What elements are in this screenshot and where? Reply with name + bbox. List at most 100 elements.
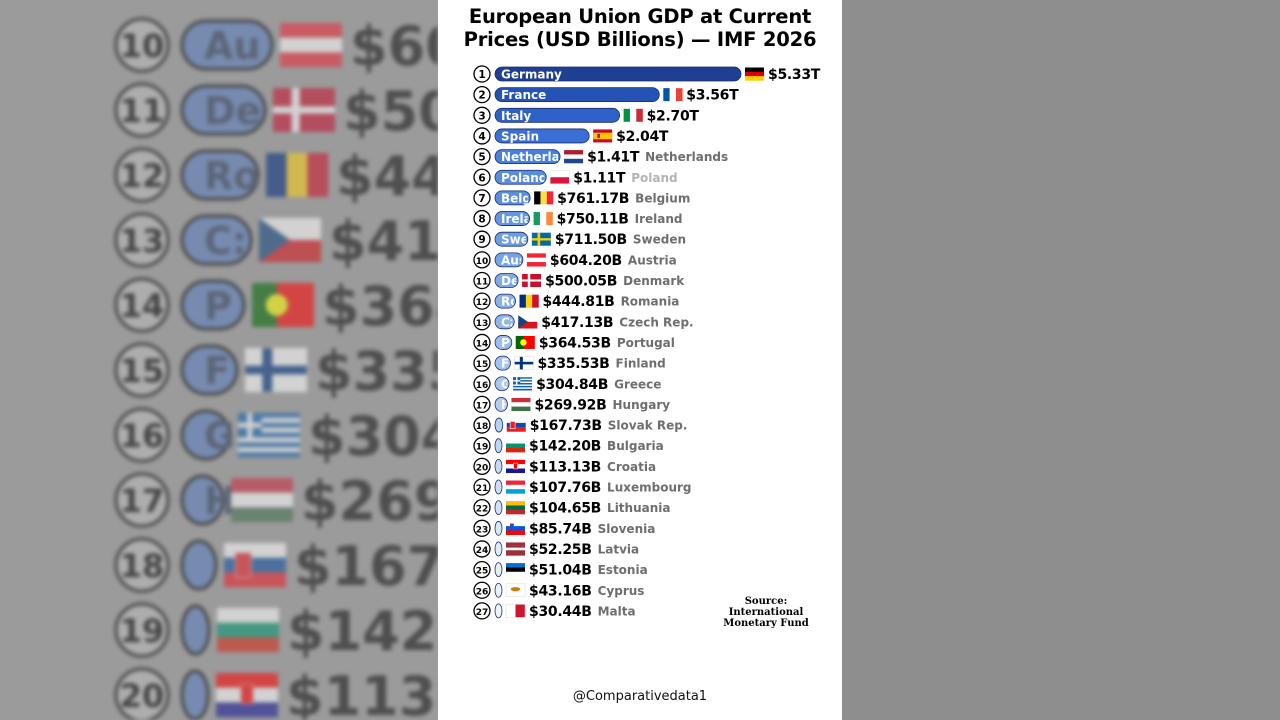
rank-badge: 2 xyxy=(473,86,491,104)
bar-name-label: Portugal xyxy=(501,336,559,350)
blurred-row: 11 De $50 xyxy=(114,80,438,143)
rank-label: 4 xyxy=(478,131,485,143)
blurred-rank-label: 13 xyxy=(120,222,165,260)
rank-circle xyxy=(473,560,491,579)
romania-flag-icon xyxy=(519,294,539,308)
rank-circle xyxy=(473,354,491,372)
bar xyxy=(494,376,510,392)
blurred-bar-label: De xyxy=(204,89,261,133)
blurred-rank-label: 10 xyxy=(120,27,165,65)
rank-badge: 18 xyxy=(473,416,491,434)
blurred-zoomed-chart: 10 Au $60 11 De $50 12 Ro $444 13 C: $417 14 P $364 15 F… xyxy=(114,15,438,720)
rank-circle xyxy=(473,86,491,104)
italy-flag-icon xyxy=(623,108,643,122)
blurred-bar xyxy=(180,84,267,136)
denmark-flag-icon xyxy=(522,274,542,287)
value-label: $364.53B xyxy=(539,335,611,351)
country-name-label: Belgium xyxy=(635,191,690,205)
rank-circle xyxy=(473,271,491,290)
rank-badge: 7 xyxy=(473,189,491,207)
luxembourg-flag-icon xyxy=(506,480,525,494)
blurred-bar xyxy=(180,539,218,591)
chart-title-line1: European Union GDP at Current xyxy=(468,5,812,28)
blurred-bar xyxy=(180,19,274,71)
bar xyxy=(494,107,621,123)
blurred-bar xyxy=(180,344,239,396)
country-name-label: Slovak Rep. xyxy=(608,419,688,433)
blurred-value-label: $60 xyxy=(350,15,438,78)
rank-badge: 24 xyxy=(473,540,491,558)
bar xyxy=(494,603,503,619)
rank-circle xyxy=(473,478,491,496)
value-label: $3.56T xyxy=(686,88,739,104)
blurred-rank-label: 16 xyxy=(120,417,165,455)
chart-row: 2 France $3.56T xyxy=(473,86,739,104)
blurred-background-left: 10 Au $60 11 De $50 12 Ro $444 13 C: $417 14 P $364 15 F… xyxy=(0,0,438,720)
bar xyxy=(494,458,503,474)
sweden-flag-icon xyxy=(531,232,551,246)
country-name-label: Cyprus xyxy=(598,584,645,598)
hungary-flag-icon xyxy=(231,478,293,523)
rank-badge: 21 xyxy=(473,478,491,496)
rank-label: 3 xyxy=(478,110,485,122)
rank-label: 7 xyxy=(478,193,485,205)
rank-badge: 20 xyxy=(473,457,491,476)
rank-badge: 6 xyxy=(473,168,491,186)
portugal-flag-icon xyxy=(252,283,314,327)
source-note: Source: International Monetary Fund xyxy=(706,596,826,629)
blurred-rank-circle xyxy=(114,82,170,138)
bar-name-label: Greece xyxy=(501,377,548,391)
country-name-label: Greece xyxy=(614,377,661,391)
rank-badge: 15 xyxy=(473,354,491,372)
rank-circle xyxy=(473,106,491,124)
malta-flag-icon xyxy=(505,604,526,618)
value-label: $2.70T xyxy=(647,108,700,124)
belgium-flag-icon xyxy=(534,191,554,205)
latvia-flag-icon xyxy=(506,542,525,556)
slovenia-flag-icon xyxy=(506,521,525,535)
country-name-label: Lithuania xyxy=(607,501,670,515)
chart-row: 23 $85.74B Slovenia xyxy=(473,519,655,537)
bar xyxy=(494,87,660,103)
chart-row: 4 Spain $2.04T xyxy=(473,127,669,145)
rank-label: 18 xyxy=(476,422,489,432)
rank-label: 17 xyxy=(476,401,489,411)
bar xyxy=(494,149,561,165)
bar xyxy=(494,314,515,330)
rank-label: 21 xyxy=(476,484,489,494)
blurred-rank-label: 18 xyxy=(120,547,165,585)
blurred-rank-circle xyxy=(114,147,170,203)
austria-flag-icon xyxy=(280,23,342,68)
rank-label: 11 xyxy=(476,278,489,288)
blurred-rank-circle xyxy=(114,277,170,333)
bar-name-label: Germany xyxy=(501,68,562,82)
chart-row: 5 Netherlands $1.41T Netherlands xyxy=(473,147,728,166)
rank-badge: 26 xyxy=(473,581,491,599)
country-name-label: Ireland xyxy=(635,212,683,226)
rank-label: 8 xyxy=(478,214,485,226)
bulgaria-flag-icon xyxy=(217,608,279,653)
blurred-bar-label: C: xyxy=(204,219,247,263)
value-label: $1.11T xyxy=(573,170,626,186)
blurred-rank-label: 17 xyxy=(120,482,165,520)
blurred-value-label: $269. xyxy=(301,470,438,533)
rank-circle xyxy=(473,581,491,599)
value-label: $5.33T xyxy=(768,67,821,83)
blurred-rank-circle xyxy=(114,17,170,73)
rank-badge: 8 xyxy=(473,209,491,228)
greece-flag-icon xyxy=(238,413,300,458)
chart-row: 24 $52.25B Latvia xyxy=(473,540,639,558)
chart-row: 1 Germany $5.33T xyxy=(473,65,821,83)
blurred-rank-circle xyxy=(114,537,170,593)
blurred-value-label: $167.7 xyxy=(294,535,438,598)
rank-badge: 27 xyxy=(473,602,491,620)
country-name-label: Estonia xyxy=(598,563,648,577)
bar-name-label: Denmark xyxy=(501,274,563,288)
blurred-bar xyxy=(180,279,246,331)
chart-row: 22 $104.65B Lithuania xyxy=(473,498,670,517)
value-label: $107.76B xyxy=(529,480,601,496)
